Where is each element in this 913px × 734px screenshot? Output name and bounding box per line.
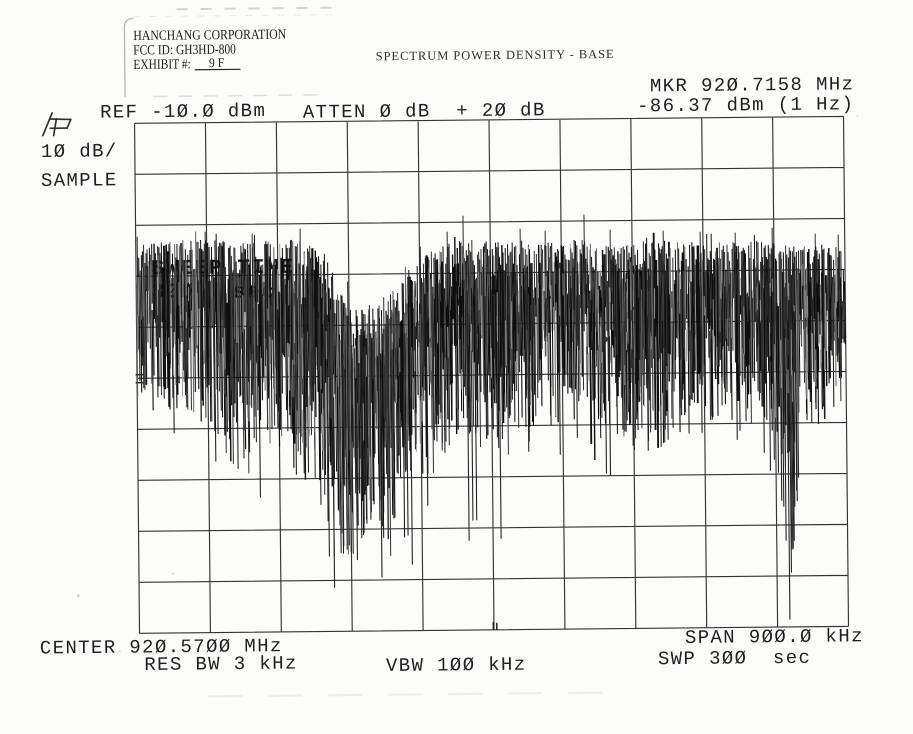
svg-text:SAMPLE: SAMPLE [41,169,118,192]
svg-text:ATTEN Ø dB + 2Ø dB: ATTEN Ø dB + 2Ø dB [303,99,546,123]
svg-text:SPECTRUM POWER DENSITY - BASE: SPECTRUM POWER DENSITY - BASE [376,47,615,63]
svg-text:RES BW 3 kHz: RES BW 3 kHz [144,652,298,675]
svg-text:CENTER 92Ø.57ØØ MHz: CENTER 92Ø.57ØØ MHz [40,635,283,659]
svg-text:HANCHANG CORPORATION: HANCHANG CORPORATION [133,26,287,44]
svg-text:REF -1Ø.Ø dBm: REF -1Ø.Ø dBm [100,100,266,124]
svg-text:1Ø dB/: 1Ø dB/ [41,140,118,163]
svg-text:SPAN 9ØØ.Ø kHz: SPAN 9ØØ.Ø kHz [685,625,864,649]
svg-text:9 F: 9 F [209,55,225,70]
svg-text:EXHIBIT #:: EXHIBIT #: [133,56,191,72]
svg-text:MKR 92Ø.7158 MHz: MKR 92Ø.7158 MHz [650,73,855,97]
svg-text:FCC ID: GH3HD-800: FCC ID: GH3HD-800 [133,42,236,58]
svg-text:VBW 1ØØ kHz: VBW 1ØØ kHz [386,654,527,677]
svg-text:-86.37 dBm (1 Hz): -86.37 dBm (1 Hz) [637,93,855,117]
svg-text:SWP 3ØØ sec: SWP 3ØØ sec [658,647,812,670]
